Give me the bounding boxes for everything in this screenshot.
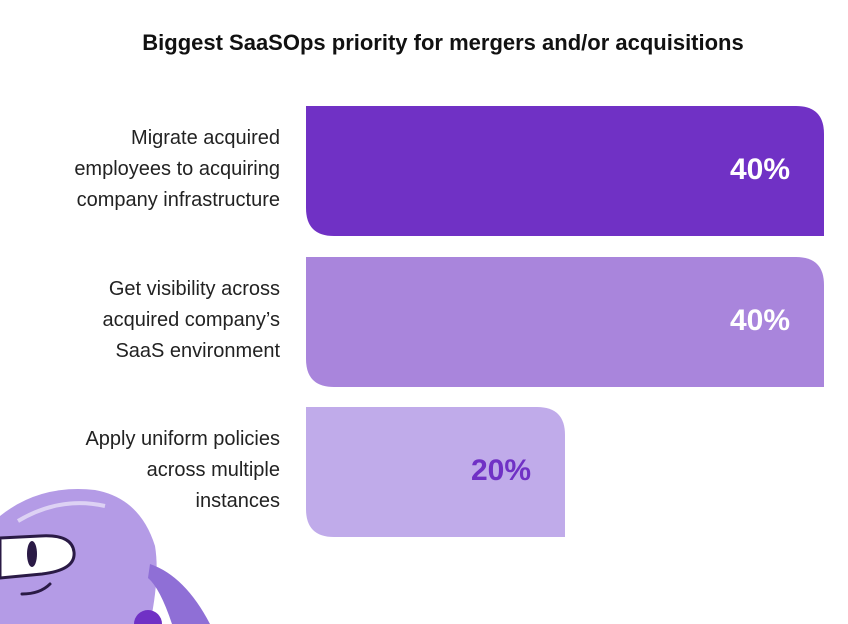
category-label: Migrate acquired employees to acquiring co… (10, 123, 280, 216)
category-label-line: instances (195, 490, 281, 512)
category-label-line: employees to acquiring (74, 158, 280, 180)
bar-value-label: 40% (729, 304, 790, 337)
category-label-line: Migrate acquired (131, 127, 280, 149)
bar-value-label: 40% (729, 153, 790, 186)
category-label-line: company infrastructure (76, 189, 280, 211)
bar-3 (306, 407, 565, 537)
bar-2 (306, 257, 824, 387)
category-label-line: across multiple (146, 459, 280, 481)
category-label-line: acquired company’s (102, 309, 280, 331)
bar-1 (306, 106, 824, 236)
robot-mascot-icon (0, 489, 210, 624)
chart-title: Biggest SaaSOps priority for mergers and… (142, 30, 744, 55)
category-label: Apply uniform policies across multiple ins… (10, 424, 280, 517)
category-label-line: Apply uniform policies (85, 428, 280, 450)
bar-value-label: 20% (470, 454, 531, 487)
category-label-line: SaaS environment (115, 340, 280, 362)
category-label-line: Get visibility across (108, 278, 280, 300)
category-label: Get visibility across acquired company’s S… (10, 274, 280, 367)
